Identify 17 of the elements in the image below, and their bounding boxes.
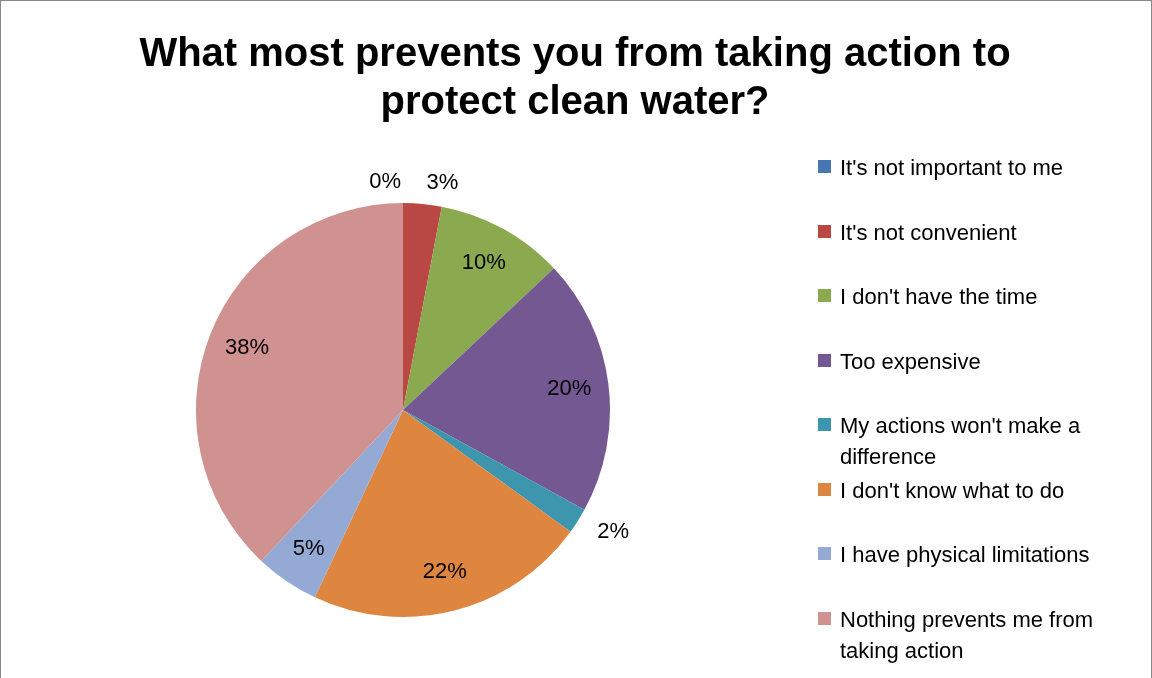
legend-label: I don't have the time — [840, 283, 1038, 311]
legend-label: I have physical limitations — [840, 541, 1090, 569]
text: 0% — [369, 168, 401, 194]
legend-label: I don't know what to do — [840, 476, 1065, 505]
data-label: 3% — [426, 169, 459, 195]
chart-title: What most prevents you from taking action to protect clean water? — [138, 29, 1012, 124]
legend-label: It's not important to me — [840, 154, 1064, 182]
legend-label: My actions won't make a difference — [840, 412, 1082, 471]
legend-label: Too expensive — [840, 347, 981, 376]
data-label: 10% — [461, 249, 506, 275]
data-label: 38% — [225, 334, 270, 360]
data-label: 20% — [547, 375, 592, 401]
data-label: 5% — [292, 534, 325, 560]
data-label: 2% — [597, 518, 630, 544]
legend-label: It's not convenient — [840, 218, 1017, 247]
legend-label: Nothing prevents me from taking action — [840, 605, 1095, 665]
data-label: 22% — [422, 558, 467, 584]
